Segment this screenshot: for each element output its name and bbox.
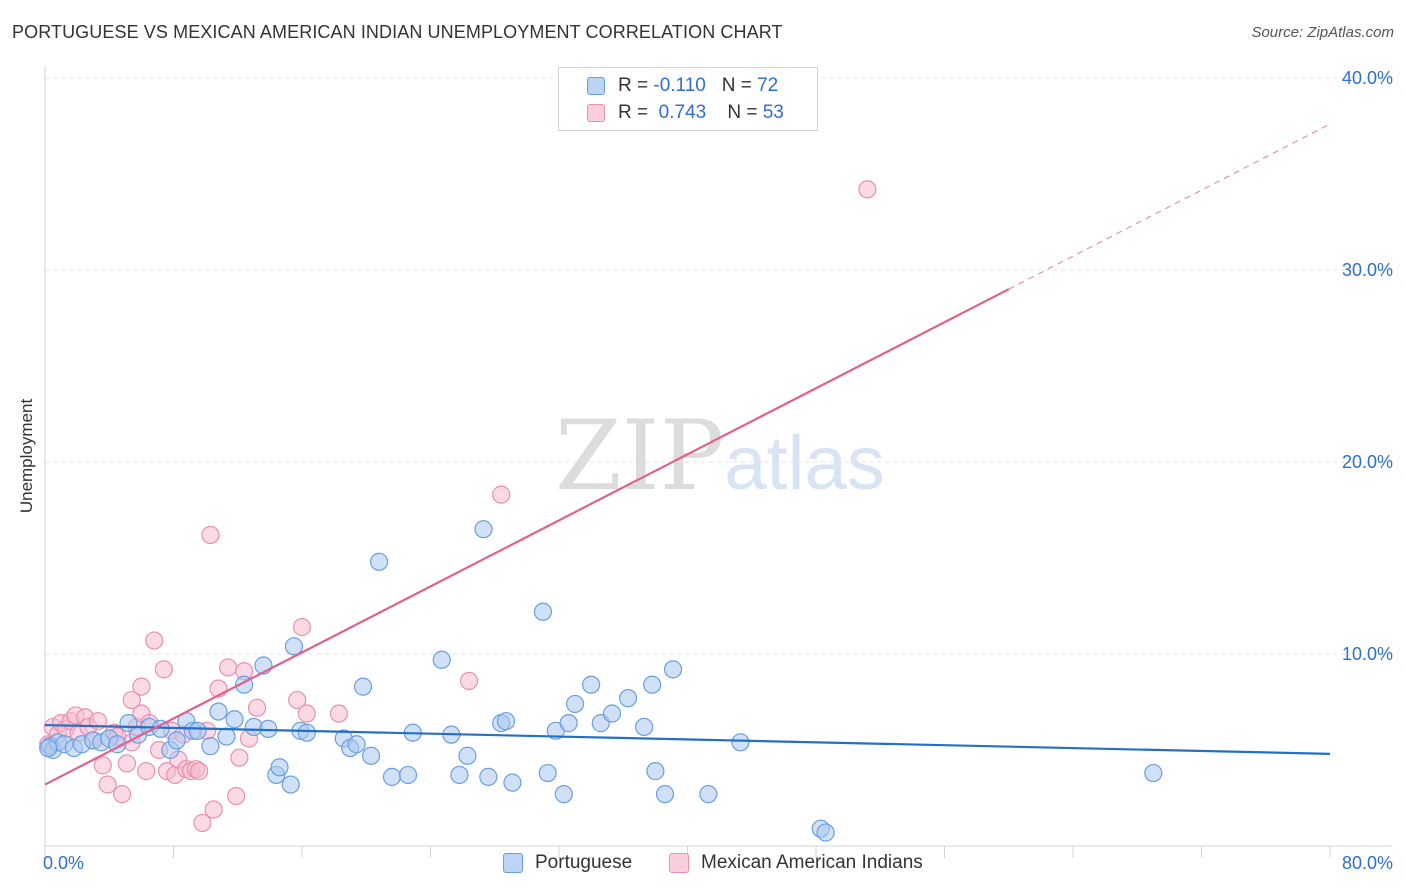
mexican-point (93, 756, 112, 775)
portuguese-point (635, 717, 654, 737)
x-tick-label: 0.0% (43, 853, 84, 873)
portuguese-point (270, 758, 289, 777)
mexican-point (190, 762, 209, 781)
portuguese-point (663, 660, 683, 679)
portuguese-point (503, 773, 522, 792)
portuguese-point (816, 823, 835, 842)
portuguese-point (618, 689, 638, 708)
portuguese-point (201, 737, 220, 756)
portuguese-trend-line (44, 723, 1331, 755)
portuguese-point (731, 733, 750, 752)
mexican-point (122, 690, 141, 710)
mexican-point (145, 631, 164, 650)
y-tick-label: 10.0% (1342, 644, 1393, 664)
portuguese-point (432, 650, 451, 669)
mexican-point (154, 660, 173, 679)
legend-swatch-mexican (669, 853, 689, 873)
portuguese-point (602, 704, 622, 723)
mexican-n-label: N = (727, 102, 763, 123)
mexican-point (193, 813, 212, 833)
chart-source: Source: ZipAtlas.com (1251, 24, 1394, 41)
portuguese-r-label: R = (618, 75, 654, 96)
x-tick-label: 80.0% (1342, 853, 1393, 873)
mexican-point (459, 671, 479, 690)
portuguese-point (646, 762, 665, 781)
portuguese-point (582, 675, 601, 694)
series-legend: Portuguese Mexican American Indians (0, 850, 1406, 878)
portuguese-point (458, 746, 477, 765)
portuguese-point (450, 765, 469, 785)
portuguese-point (281, 775, 300, 794)
mexican-swatch (587, 104, 605, 122)
legend-label-portuguese: Portuguese (535, 852, 633, 873)
portuguese-n-label: N = (721, 75, 758, 96)
legend-swatch-portuguese (503, 853, 523, 873)
portuguese-point (565, 694, 585, 714)
portuguese-point (699, 785, 718, 804)
mexican-r-label: R = (618, 102, 654, 123)
mexican-point (288, 690, 307, 710)
mexican-point (98, 775, 117, 794)
portuguese-point (370, 552, 389, 571)
y-tick-label: 30.0% (1342, 260, 1393, 280)
portuguese-point (209, 702, 228, 721)
portuguese-point (382, 767, 402, 786)
mexican-point (329, 704, 349, 723)
mexican-point (292, 618, 312, 637)
mexican-point (201, 525, 220, 545)
mexican-trend-line (44, 288, 1010, 786)
portuguese-point (1144, 763, 1163, 783)
portuguese-point (474, 520, 493, 539)
portuguese-point (554, 785, 573, 804)
portuguese-point (398, 765, 418, 785)
mexican-n-value: 53 (762, 102, 784, 123)
portuguese-swatch (587, 77, 605, 95)
mexican-point (132, 677, 151, 696)
mexican-point (492, 485, 511, 504)
portuguese-point (496, 712, 516, 731)
portuguese-r-value: -0.110 (653, 75, 706, 96)
legend-label-mexican: Mexican American Indians (701, 852, 923, 873)
mexican-point (112, 785, 132, 804)
mexican-point (137, 762, 156, 781)
portuguese-point (284, 637, 304, 656)
portuguese-point (533, 602, 553, 621)
portuguese-point (538, 763, 557, 783)
portuguese-point (39, 738, 58, 758)
portuguese-point (353, 677, 373, 696)
y-tick-label: 40.0% (1342, 68, 1393, 88)
portuguese-point (643, 675, 662, 694)
mexican-point (219, 658, 238, 677)
mexican-point (858, 180, 877, 199)
portuguese-point (225, 710, 244, 729)
portuguese-point (559, 714, 578, 733)
portuguese-point (347, 735, 366, 754)
chart-title: PORTUGUESE VS MEXICAN AMERICAN INDIAN UN… (12, 22, 783, 42)
stats-legend: R = -0.110 N = 72 R = 0.743 N = 53 (558, 67, 818, 131)
y-tick-label: 20.0% (1342, 452, 1393, 472)
portuguese-point (297, 723, 316, 742)
mexican-point (230, 748, 249, 767)
mexican-point (204, 800, 223, 819)
mexican-r-value: 0.743 (658, 102, 707, 123)
mexican-point (297, 704, 316, 723)
portuguese-point (188, 721, 207, 740)
mexican-point (117, 754, 137, 773)
portuguese-point (361, 746, 381, 765)
mexican-point (247, 698, 267, 717)
portuguese-n-value: 72 (757, 75, 779, 96)
portuguese-point (167, 731, 186, 750)
portuguese-point (479, 767, 498, 786)
mexican-point (227, 786, 246, 806)
mexican-trend-extension (1008, 123, 1331, 290)
portuguese-point (655, 785, 675, 804)
portuguese-point (217, 727, 236, 746)
